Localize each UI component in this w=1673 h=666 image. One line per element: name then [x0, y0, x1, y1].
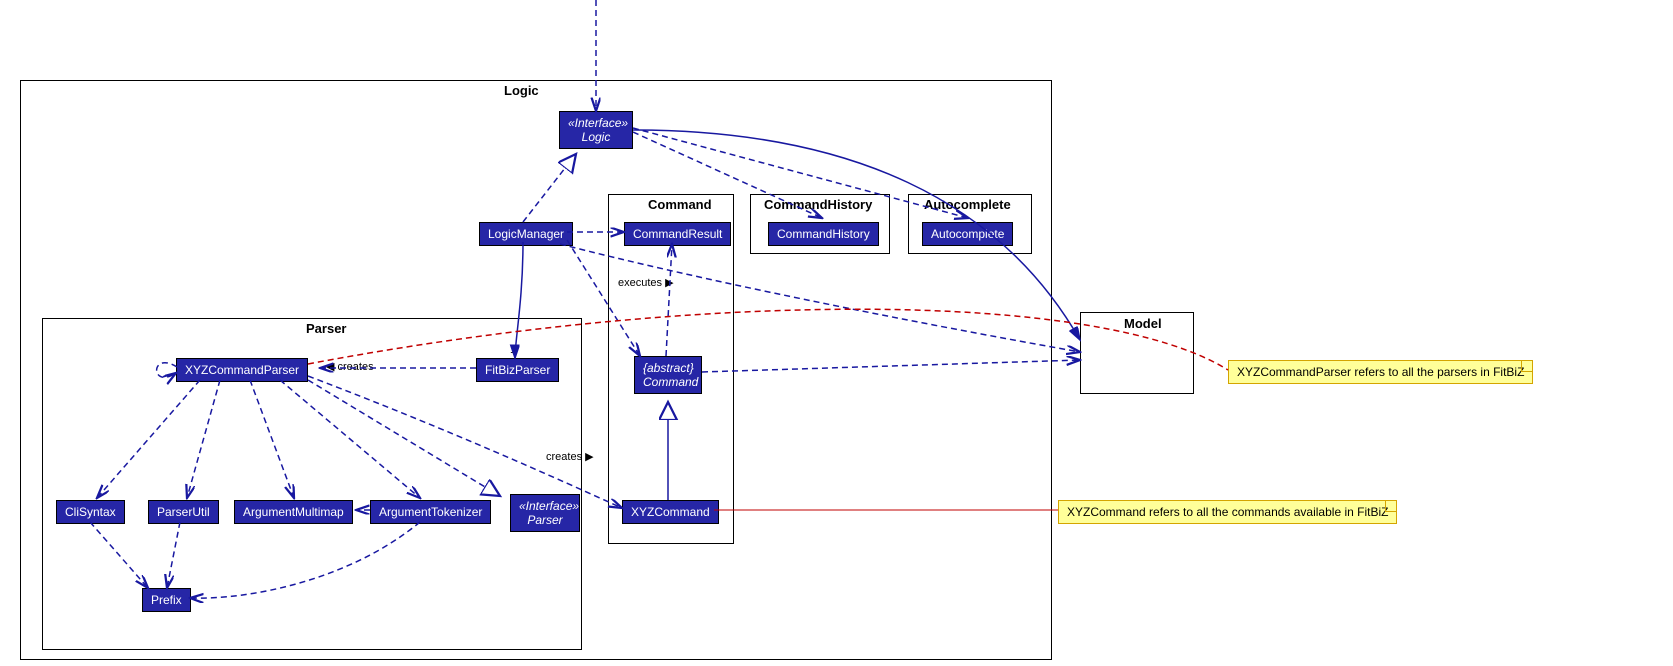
abstract-command-box: {abstract} Command	[634, 356, 702, 394]
executes-label: executes ▶	[618, 276, 674, 289]
interface-parser-name: Parser	[519, 513, 571, 527]
logic-package-label: Logic	[500, 83, 543, 98]
argumentmultimap-label: ArgumentMultimap	[243, 505, 344, 519]
commandresult-box: CommandResult	[624, 222, 731, 246]
autocomplete-package-label: Autocomplete	[920, 197, 1015, 212]
commandhistory-package-label: CommandHistory	[760, 197, 876, 212]
commandhistory-label: CommandHistory	[777, 227, 870, 241]
prefix-label: Prefix	[151, 593, 182, 607]
commandhistory-box: CommandHistory	[768, 222, 879, 246]
abstract-command-name: Command	[643, 375, 693, 389]
xyzcommand-box: XYZCommand	[622, 500, 719, 524]
interface-logic-name: Logic	[568, 130, 624, 144]
xyzcommandparser-label: XYZCommandParser	[185, 363, 299, 377]
argumenttokenizer-label: ArgumentTokenizer	[379, 505, 482, 519]
prefix-box: Prefix	[142, 588, 191, 612]
creates-label-1: ◀ creates	[326, 360, 374, 373]
abstract-command-stereotype: {abstract}	[643, 361, 693, 375]
xyzcommandparser-box: XYZCommandParser	[176, 358, 308, 382]
multiplicity-label: 1	[510, 344, 516, 356]
interface-logic-box: «Interface» Logic	[559, 111, 633, 149]
argumentmultimap-box: ArgumentMultimap	[234, 500, 353, 524]
interface-parser-box: «Interface» Parser	[510, 494, 580, 532]
clisyntax-box: CliSyntax	[56, 500, 125, 524]
logicmanager-label: LogicManager	[488, 227, 564, 241]
interface-parser-stereotype: «Interface»	[519, 499, 571, 513]
fitbizparser-box: FitBizParser	[476, 358, 559, 382]
model-package-label: Model	[1120, 316, 1166, 331]
logicmanager-box: LogicManager	[479, 222, 573, 246]
parserutil-box: ParserUtil	[148, 500, 219, 524]
creates-label-2: creates ▶	[546, 450, 594, 463]
commandresult-label: CommandResult	[633, 227, 722, 241]
xyzcommand-label: XYZCommand	[631, 505, 710, 519]
interface-logic-stereotype: «Interface»	[568, 116, 624, 130]
command-package-label: Command	[644, 197, 716, 212]
fitbizparser-label: FitBizParser	[485, 363, 550, 377]
parserutil-label: ParserUtil	[157, 505, 210, 519]
clisyntax-label: CliSyntax	[65, 505, 116, 519]
note-xyzcommand: XYZCommand refers to all the commands av…	[1058, 500, 1397, 524]
autocomplete-label: Autocomplete	[931, 227, 1004, 241]
autocomplete-box: Autocomplete	[922, 222, 1013, 246]
parser-package-label: Parser	[302, 321, 350, 336]
argumenttokenizer-box: ArgumentTokenizer	[370, 500, 491, 524]
note-xyzcommandparser: XYZCommandParser refers to all the parse…	[1228, 360, 1533, 384]
